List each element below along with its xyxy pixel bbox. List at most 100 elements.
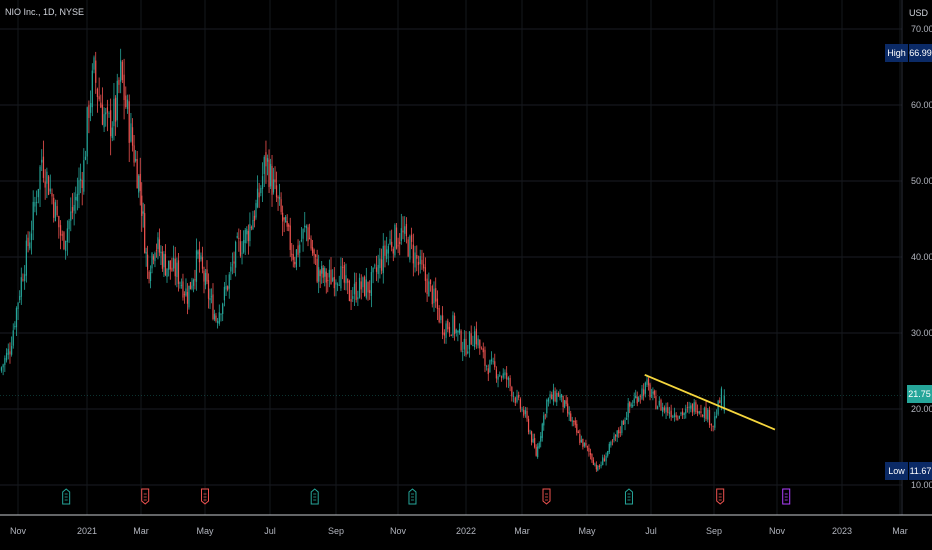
candle-body bbox=[244, 229, 246, 244]
candle-body bbox=[565, 400, 567, 404]
candle-body bbox=[319, 270, 321, 277]
candle-body bbox=[280, 199, 282, 212]
candle-body bbox=[691, 403, 694, 413]
candle-body bbox=[266, 157, 269, 162]
grid-lines bbox=[0, 0, 902, 515]
candle-body bbox=[36, 201, 38, 204]
candle-body bbox=[118, 79, 120, 85]
time-tick-label: May bbox=[196, 526, 214, 536]
candle-body bbox=[195, 250, 198, 282]
candle-body bbox=[291, 253, 293, 255]
candle-body bbox=[335, 282, 337, 285]
candle-body bbox=[93, 57, 95, 70]
candle-body bbox=[2, 364, 4, 368]
candle-body bbox=[81, 180, 83, 188]
candle-body bbox=[19, 295, 21, 301]
candle-body bbox=[144, 213, 146, 253]
candle-body bbox=[605, 455, 607, 462]
candle-body bbox=[305, 225, 308, 229]
candle-body bbox=[452, 315, 454, 336]
candle-body bbox=[355, 281, 357, 300]
candle-body bbox=[53, 197, 55, 218]
candle-body bbox=[433, 288, 435, 304]
candle-body bbox=[103, 114, 105, 128]
candle-body bbox=[594, 463, 596, 465]
candle-body bbox=[121, 61, 123, 81]
candle-body bbox=[216, 321, 219, 324]
candle-body bbox=[250, 227, 253, 229]
candle-body bbox=[570, 413, 572, 422]
candle-body bbox=[37, 188, 39, 198]
candle-body bbox=[397, 245, 399, 247]
candle-body bbox=[255, 203, 257, 218]
candle-body bbox=[182, 281, 184, 298]
candle-body bbox=[519, 399, 521, 409]
candle-body bbox=[477, 338, 479, 346]
candle-body bbox=[4, 357, 6, 365]
candle-body bbox=[41, 159, 43, 163]
price-axis-bg bbox=[902, 0, 932, 515]
candle-body bbox=[71, 207, 74, 213]
symbol-label[interactable]: NIO Inc., 1D, NYSE bbox=[5, 7, 85, 17]
candle-body bbox=[54, 202, 57, 222]
low-value: 11.67 bbox=[909, 462, 932, 480]
candle-body bbox=[672, 415, 674, 418]
candle-body bbox=[511, 387, 513, 397]
candle-body bbox=[652, 391, 654, 394]
candle-body bbox=[494, 361, 496, 368]
candle-body bbox=[65, 240, 67, 251]
candle-body bbox=[710, 424, 712, 426]
candle-body bbox=[665, 407, 667, 413]
candle-body bbox=[260, 187, 262, 194]
trendline[interactable] bbox=[644, 373, 776, 431]
candle-body bbox=[321, 265, 323, 274]
candle-body bbox=[611, 440, 614, 442]
candle-body bbox=[252, 219, 254, 230]
candle-body bbox=[702, 415, 704, 417]
candle-body bbox=[638, 397, 640, 402]
candle-body bbox=[95, 60, 97, 83]
candle-body bbox=[297, 245, 299, 255]
candle-body bbox=[417, 261, 420, 266]
candle-body bbox=[463, 338, 465, 350]
candle-body bbox=[568, 412, 570, 415]
event-markers[interactable] bbox=[62, 488, 791, 505]
candle-body bbox=[275, 185, 278, 198]
candle-body bbox=[490, 359, 493, 362]
candle-body bbox=[227, 286, 229, 290]
candle-body bbox=[101, 104, 104, 125]
dividend-marker bbox=[408, 488, 417, 505]
candle-body bbox=[263, 156, 265, 175]
candle-body bbox=[98, 96, 100, 100]
candle-body bbox=[650, 395, 653, 397]
candle-body bbox=[411, 234, 413, 242]
price-tick-label: 60.00 bbox=[911, 100, 932, 110]
candle-body bbox=[467, 351, 469, 354]
candle-body bbox=[714, 416, 716, 428]
candle-body bbox=[629, 401, 631, 407]
candle-body bbox=[278, 196, 281, 200]
candle-body bbox=[70, 211, 72, 221]
candle-body bbox=[479, 339, 481, 349]
candle-body bbox=[382, 245, 384, 274]
time-axis[interactable]: Nov 2021 Mar May Jul Sep Nov 2022 Mar May Jul Sep No… bbox=[0, 514, 932, 536]
candle-body bbox=[218, 312, 220, 324]
price-tick-label: 70.00 bbox=[911, 24, 932, 34]
candle-body bbox=[288, 224, 290, 227]
candle-body bbox=[431, 286, 433, 305]
candle-body bbox=[308, 237, 311, 240]
candle-body bbox=[492, 361, 494, 363]
candle-body bbox=[482, 348, 484, 353]
candle-body bbox=[210, 296, 213, 298]
price-axis[interactable]: 10.00 20.00 30.00 40.00 50.00 60.00 70.00 bbox=[901, 0, 932, 515]
candle-body bbox=[448, 326, 451, 333]
time-tick-label: Nov bbox=[390, 526, 407, 536]
candle-body bbox=[698, 411, 700, 414]
candle-body bbox=[49, 188, 51, 192]
candle-body bbox=[286, 221, 288, 227]
candle-body bbox=[675, 415, 677, 418]
candle-body bbox=[529, 432, 531, 434]
candle-body bbox=[126, 99, 129, 109]
candle-body bbox=[172, 257, 175, 269]
